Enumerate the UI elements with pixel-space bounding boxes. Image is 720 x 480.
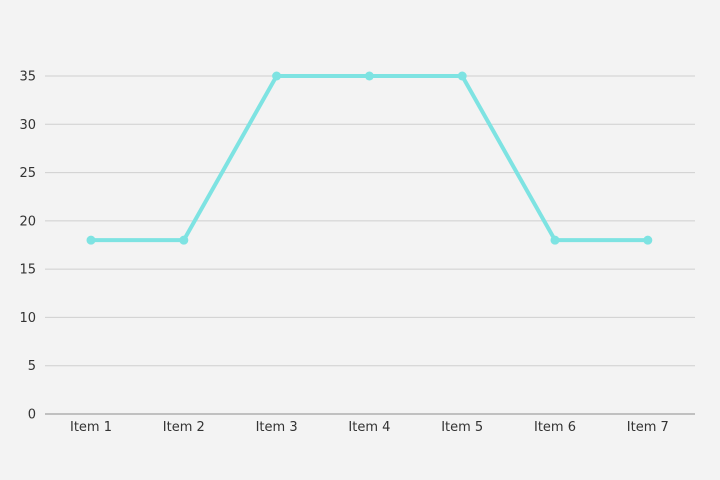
data-point bbox=[550, 235, 560, 245]
data-point bbox=[364, 71, 374, 81]
y-tick-label: 15 bbox=[19, 263, 36, 278]
x-tick-label: Item 6 bbox=[534, 420, 576, 435]
y-tick-label: 0 bbox=[28, 408, 36, 423]
data-point bbox=[179, 235, 189, 245]
x-tick-label: Item 2 bbox=[163, 420, 205, 435]
series-layer bbox=[86, 71, 653, 245]
series-line bbox=[89, 74, 650, 243]
data-point bbox=[272, 71, 282, 81]
x-tick-label: Item 5 bbox=[441, 420, 483, 435]
x-tick-label: Item 4 bbox=[348, 420, 390, 435]
gridlines bbox=[45, 75, 695, 367]
y-tick-label: 25 bbox=[19, 166, 36, 181]
data-point bbox=[643, 235, 653, 245]
y-tick-label: 35 bbox=[19, 70, 36, 85]
y-tick-label: 30 bbox=[19, 118, 36, 133]
x-tick-label: Item 1 bbox=[70, 420, 112, 435]
x-axis-tick-labels: Item 1 Item 2 Item 3 Item 4 Item 5 Item 6 Item… bbox=[70, 420, 669, 435]
y-tick-label: 10 bbox=[19, 311, 36, 326]
y-tick-label: 20 bbox=[19, 214, 36, 229]
data-point bbox=[457, 71, 467, 81]
y-axis-tick-labels: 0 5 10 15 20 25 30 35 bbox=[19, 70, 36, 423]
data-point bbox=[86, 235, 96, 245]
x-tick-label: Item 3 bbox=[256, 420, 298, 435]
x-tick-label: Item 7 bbox=[627, 420, 669, 435]
y-tick-label: 5 bbox=[28, 359, 36, 374]
